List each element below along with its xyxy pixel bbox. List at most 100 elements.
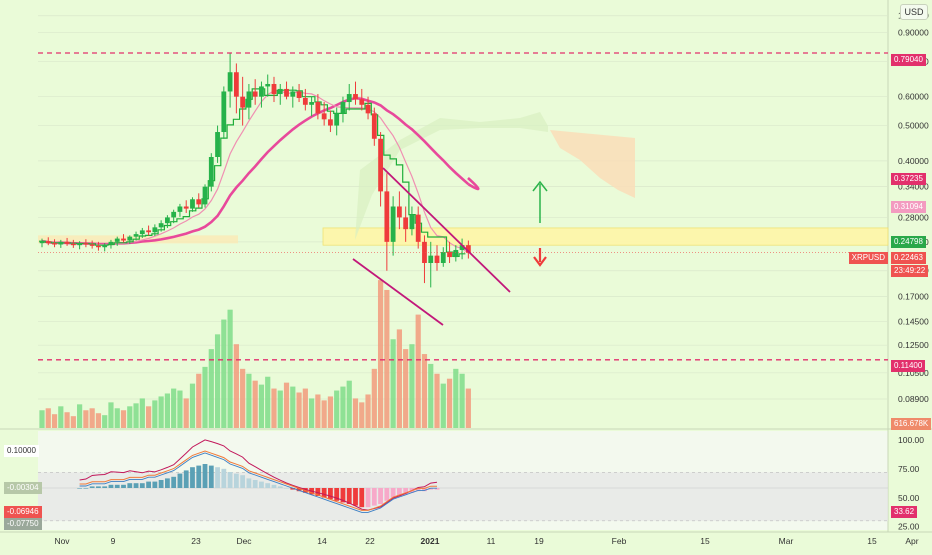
volume-bar (371, 368, 377, 428)
histogram-bar (384, 488, 390, 501)
stoch-d-line (79, 450, 437, 511)
candle-body (215, 132, 220, 157)
histogram-bar (334, 488, 340, 501)
candle-body (240, 96, 246, 108)
candle-body (108, 241, 114, 245)
histogram-bar (434, 488, 440, 490)
volume-bar (283, 382, 290, 428)
histogram-bar (359, 488, 365, 508)
price-tag: 23:49:22 (891, 265, 929, 277)
time-tick-label: 23 (191, 536, 201, 546)
volume-bar (271, 388, 277, 428)
oscillator-pane (38, 439, 888, 522)
time-tick-label: 15 (867, 536, 877, 546)
volume-bar (196, 373, 202, 428)
support-zone (322, 227, 889, 246)
volume-bar (145, 406, 152, 428)
histogram-bar (365, 488, 371, 508)
price-tag: 0.22463 (891, 252, 926, 264)
histogram-bar (102, 486, 108, 488)
candle-body (428, 255, 434, 264)
volume-bar (246, 373, 252, 428)
ma-slow-projection (467, 177, 480, 191)
currency-button[interactable]: USD (900, 4, 928, 20)
volume-bar (152, 400, 158, 428)
candle-body (296, 91, 302, 98)
candle-body (146, 230, 151, 233)
candle-body (39, 241, 45, 244)
down-arrow-head (533, 256, 547, 267)
volume-bar (384, 289, 390, 428)
candle-body (208, 156, 214, 187)
price-tag: 616.678K (891, 418, 932, 430)
time-tick-label: 15 (700, 536, 710, 546)
candle-body (453, 249, 459, 258)
candle-body (102, 244, 108, 248)
volume-bar (321, 400, 327, 428)
candle-body (165, 217, 170, 224)
histogram-bar (208, 465, 214, 488)
histogram-bar (215, 467, 220, 488)
volume-bar (390, 339, 396, 428)
time-tick-label: Nov (54, 536, 70, 546)
price-tag: 0.24798 (891, 236, 926, 248)
volume-bar (440, 383, 446, 428)
histogram-bar (321, 488, 327, 498)
candle-body (459, 245, 465, 250)
oscillator-tick-label: 25.00 (898, 522, 920, 532)
time-tick-label: Apr (905, 536, 918, 546)
histogram-bar (227, 472, 233, 488)
cloud-orange (550, 130, 635, 198)
volume-bar (258, 384, 265, 428)
oscillator-left-label: -0.00304 (4, 482, 42, 494)
histogram-bar (127, 483, 133, 488)
candle-body (271, 83, 277, 95)
candle-body (321, 113, 327, 120)
histogram-bar (284, 488, 289, 489)
volume-bar (183, 398, 189, 428)
candle-body (359, 99, 365, 105)
candle-body (340, 102, 346, 114)
histogram-bar (108, 484, 114, 488)
volume-bar (89, 408, 95, 428)
histogram-bar (390, 488, 396, 498)
oscillator-tick-label: 75.00 (898, 464, 920, 474)
volume-bar (340, 386, 346, 428)
candle-body (277, 88, 283, 95)
volume-bar (421, 354, 428, 428)
histogram-bar (171, 476, 177, 488)
volume-bar (240, 368, 246, 428)
histogram-bar (340, 488, 346, 503)
volume-bar (453, 368, 459, 428)
candle-body (221, 91, 227, 133)
candle-body (384, 191, 390, 242)
cloud-green (355, 112, 548, 240)
volume-bar (396, 329, 402, 428)
volume-bar (359, 402, 365, 428)
descending-resistance-line (382, 167, 511, 293)
candle-body (190, 199, 195, 209)
candle-body (77, 243, 83, 246)
histogram-bar (422, 488, 427, 492)
price-tick-label: 0.28000 (898, 212, 929, 222)
candle-body (334, 113, 340, 126)
histogram-bar (83, 488, 89, 489)
histogram-bar (246, 478, 252, 488)
volume-bar (277, 390, 283, 428)
candle-body (465, 245, 471, 253)
candle-body (390, 206, 396, 242)
histogram-bar (428, 488, 434, 490)
candle-body (70, 243, 76, 246)
price-tick-label: 0.34000 (898, 182, 929, 192)
candle-body (309, 102, 315, 105)
histogram-bar (353, 488, 358, 506)
volume-bar (403, 349, 409, 428)
volume-bar (252, 380, 258, 428)
volume-bar (334, 390, 340, 428)
time-tick-label: 14 (317, 536, 327, 546)
candle-body (127, 236, 133, 241)
volume-bars (39, 280, 471, 428)
candle-body (58, 241, 64, 245)
histogram-bar (290, 488, 296, 490)
